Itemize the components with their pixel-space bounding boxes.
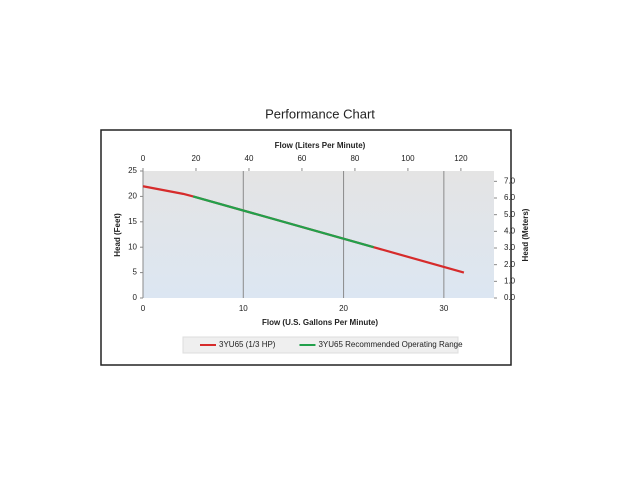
x2-tick-label: 60 (297, 154, 306, 163)
y2-axis-label: Head (Meters) (521, 208, 530, 261)
chart-title: Performance Chart (265, 106, 375, 121)
y2-tick-label: 5.0 (504, 210, 516, 219)
y-tick-label: 5 (133, 268, 138, 277)
y2-tick-label: 6.0 (504, 193, 516, 202)
x2-tick-label: 80 (350, 154, 359, 163)
x-tick-label: 30 (439, 304, 448, 313)
y-tick-label: 10 (128, 242, 137, 251)
y-tick-label: 0 (133, 293, 138, 302)
x2-tick-label: 40 (245, 154, 254, 163)
y2-tick-label: 1.0 (504, 276, 516, 285)
x-tick-label: 20 (339, 304, 348, 313)
y2-tick-label: 0.0 (504, 293, 516, 302)
x2-tick-label: 100 (401, 154, 415, 163)
legend-label: 3YU65 (1/3 HP) (219, 340, 276, 349)
y-axis-label: Head (Feet) (113, 213, 122, 257)
plot-area (143, 171, 494, 298)
x-tick-label: 10 (239, 304, 248, 313)
x-axis-label: Flow (U.S. Gallons Per Minute) (262, 318, 378, 327)
y-tick-label: 25 (128, 166, 137, 175)
x-tick-label: 0 (141, 304, 146, 313)
series-line (192, 195, 374, 249)
y2-tick-label: 7.0 (504, 176, 516, 185)
x2-tick-label: 120 (454, 154, 468, 163)
legend (182, 336, 459, 354)
x2-tick-label: 0 (141, 154, 146, 163)
x2-tick-label: 20 (192, 154, 201, 163)
y-tick-label: 15 (128, 217, 137, 226)
y2-tick-label: 3.0 (504, 243, 516, 252)
y2-tick-label: 2.0 (504, 260, 516, 269)
legend-label: 3YU65 Recommended Operating Range (318, 340, 463, 349)
y-tick-label: 20 (128, 192, 137, 201)
y2-tick-label: 4.0 (504, 226, 516, 235)
x2-axis-label: Flow (Liters Per Minute) (275, 141, 366, 150)
